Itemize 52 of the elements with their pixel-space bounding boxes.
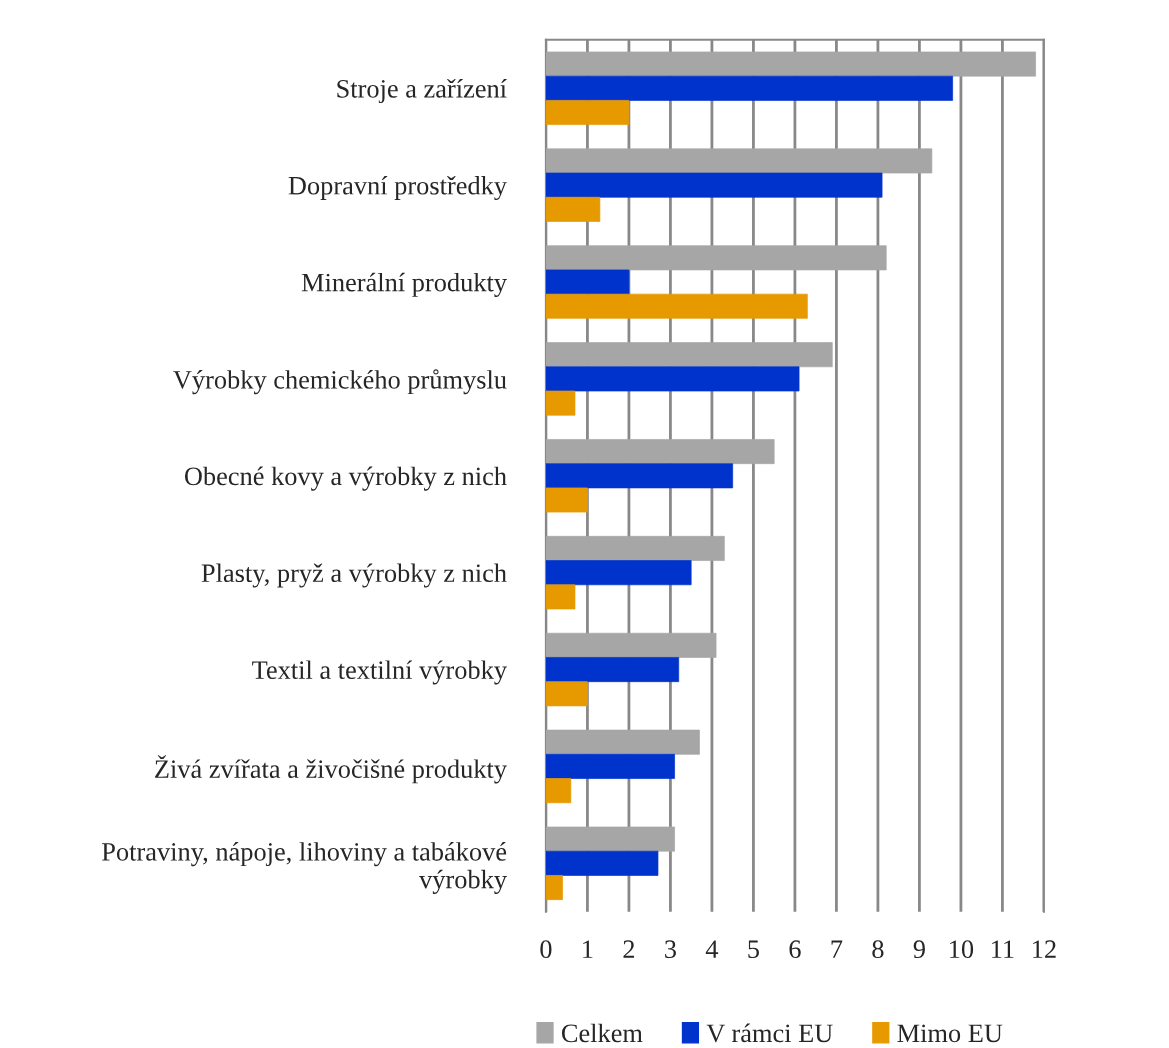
x-tick-label: 12	[1033, 940, 1056, 958]
bar	[545, 560, 692, 586]
y-tick-label: Textil a textilní výrobky	[252, 660, 507, 685]
bar	[545, 439, 775, 465]
bar	[545, 148, 933, 174]
x-tick-label: 2	[623, 940, 635, 958]
x-tick-label: 0	[540, 940, 552, 959]
x-tick-label: 8	[872, 940, 884, 959]
bar	[545, 584, 576, 610]
y-tick-label: Minerální produkty	[301, 272, 507, 297]
x-tick-label: 9	[913, 940, 925, 959]
y-tick-label: Stroje a zařízení	[337, 79, 507, 104]
bar	[545, 75, 953, 101]
x-tick-label: 3	[665, 940, 676, 959]
legend-label: Celkem	[561, 1023, 643, 1043]
bar	[545, 681, 588, 707]
x-tick-label: 1	[583, 940, 593, 958]
y-tick-label: Živá zvířata a živočišné produkty	[155, 755, 507, 784]
x-tick-label: 6	[789, 940, 801, 959]
bar	[545, 632, 717, 658]
bar	[545, 657, 680, 683]
bar	[545, 51, 1036, 77]
x-tick-label: 10	[950, 940, 974, 959]
x-tick-label: 4	[705, 940, 719, 958]
bar	[545, 826, 675, 852]
bar	[545, 269, 630, 295]
bar	[545, 172, 883, 198]
bar	[545, 100, 630, 125]
bar	[545, 293, 808, 319]
bar	[545, 778, 572, 804]
x-tick-label: 5	[748, 940, 759, 959]
y-tick-label: Obecné kovy a výrobky z nich	[184, 466, 507, 491]
bar	[545, 366, 800, 392]
x-tick-label: 11	[992, 940, 1014, 958]
bar	[545, 390, 576, 416]
bar	[545, 875, 563, 900]
legend-label: Mimo EU	[897, 1024, 1003, 1043]
y-tick-label: Plasty, pryž a výrobky z nich	[201, 563, 507, 588]
bar	[545, 487, 588, 513]
bar	[545, 342, 833, 368]
legend-label: V rámci EU	[706, 1023, 833, 1043]
bar	[545, 196, 601, 222]
bar	[545, 535, 725, 561]
bar	[545, 753, 675, 779]
bar	[545, 850, 659, 876]
y-tick-label: Výrobky chemického průmyslu	[173, 369, 507, 395]
bar	[545, 729, 700, 755]
y-tick-label: Potraviny, nápoje, lihoviny a tabákové výrobky	[102, 842, 507, 894]
x-tick-label: 7	[831, 940, 843, 958]
y-tick-label: Dopravní prostředky	[288, 175, 507, 201]
bar	[545, 245, 887, 271]
bar	[545, 463, 734, 489]
